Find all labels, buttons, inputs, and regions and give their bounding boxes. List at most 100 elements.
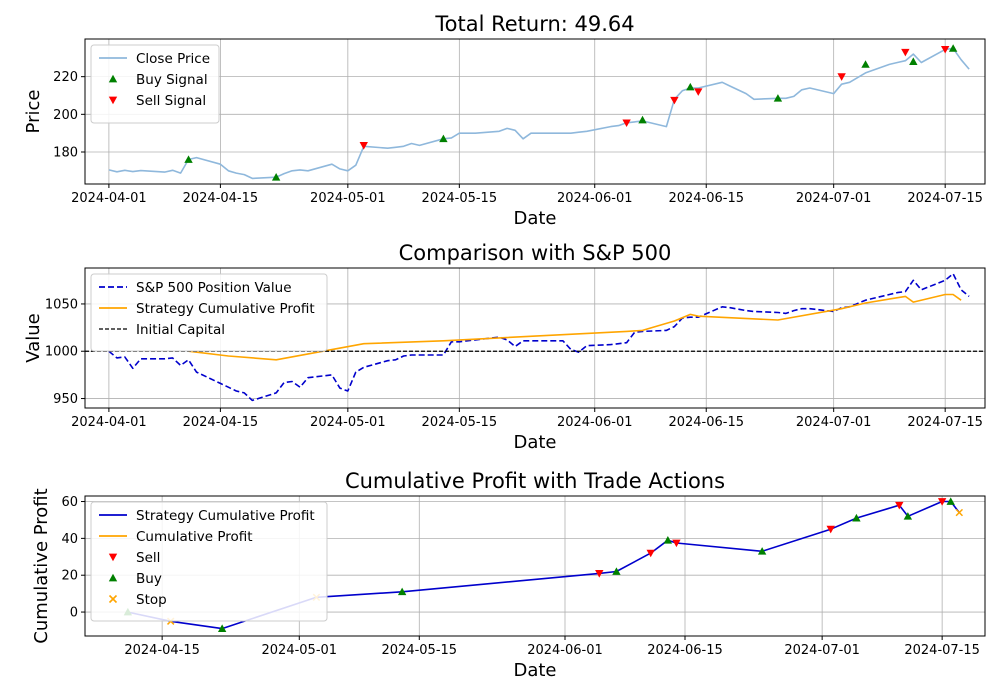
panel-3: 2024-04-15 2024-05-01 2024-05-15 2024-06-01… [31, 469, 986, 681]
x-tick-label: 2024-07-15 [904, 643, 980, 658]
y-tick-label: 1050 [45, 297, 78, 312]
buy-marker-3 [612, 567, 621, 575]
x-tick-label: 2024-06-01 [557, 415, 633, 430]
buy-signal-marker-1 [271, 173, 281, 181]
buy-marker-8 [946, 497, 955, 505]
buy-marker-7 [903, 512, 913, 520]
y-tick-label: 220 [53, 70, 78, 85]
sell-marker-1 [646, 549, 655, 558]
y-axis-label: Value [23, 313, 44, 362]
x-tick-label: 2024-04-15 [124, 643, 200, 658]
legend: S&P 500 Position Value Strategy Cumulativ… [90, 273, 328, 352]
buy-signal-marker-2 [439, 134, 448, 143]
legend-stop-label: Stop [136, 592, 167, 608]
buy-marker-6 [852, 513, 861, 522]
panel-1: 2024-04-01 2024-04-15 2024-05-01 2024-05-15… [23, 12, 986, 229]
chart-title: Comparison with S&P 500 [399, 241, 672, 265]
buy-signal-marker-5 [773, 94, 783, 102]
y-tick-label: 950 [53, 392, 78, 407]
legend-sell-swatch [108, 553, 118, 562]
legend-sell-signal-label: Sell Signal [136, 93, 206, 109]
legend-sell-label: Sell [136, 550, 160, 566]
close-price-line [108, 47, 970, 180]
legend: Close Price Buy Signal Sell Signal [90, 44, 220, 124]
legend-close-price-label: Close Price [136, 51, 210, 67]
sell-signal-marker-5 [901, 48, 910, 57]
legend-buy-signal-label: Buy Signal [136, 72, 208, 88]
sell-marker-0 [595, 570, 604, 578]
x-tick-label: 2024-07-01 [784, 643, 860, 658]
buy-marker-4 [663, 536, 673, 544]
x-tick-label: 2024-04-15 [183, 191, 259, 206]
x-tick-label: 2024-06-01 [557, 191, 633, 206]
y-tick-label: 40 [61, 532, 78, 547]
chart-title: Total Return: 49.64 [434, 12, 634, 36]
x-tick-label: 2024-05-15 [422, 191, 498, 206]
x-tick-label: 2024-05-01 [310, 191, 386, 206]
sell-signal-marker-0 [359, 142, 368, 150]
legend-buy-swatch [108, 573, 118, 582]
x-tick-label: 2024-04-01 [71, 191, 147, 206]
buy-signal-marker-8 [948, 44, 958, 52]
legend-initial-capital-label: Initial Capital [136, 322, 225, 338]
axes-frame [84, 495, 986, 637]
buy-marker-1 [217, 624, 227, 632]
y-tick-label: 1000 [45, 345, 78, 360]
legend-strategy-cumulative-profit-label: Strategy Cumulative Profit [136, 508, 315, 524]
axes-frame [84, 267, 986, 409]
legend: Strategy Cumulative Profit Cumulative Pro… [90, 501, 328, 622]
axes-frame [84, 38, 986, 185]
x-tick-label: 2024-04-01 [71, 415, 147, 430]
y-tick-label: 60 [61, 495, 78, 510]
buy-marker-2 [397, 587, 407, 596]
x-tick-label: 2024-06-15 [668, 191, 744, 206]
x-tick-label: 2024-04-15 [183, 415, 259, 430]
sell-marker-2 [672, 539, 681, 548]
y-tick-label: 0 [70, 606, 78, 621]
sell-signal-marker-4 [837, 73, 846, 81]
plot-area [108, 44, 970, 181]
sell-marker-5 [937, 498, 947, 506]
sell-marker-4 [895, 501, 904, 510]
sell-marker-3 [826, 525, 835, 534]
buy-signal-marker-7 [909, 57, 918, 65]
x-axis-label: Date [513, 660, 556, 681]
sell-signal-marker-1 [622, 119, 631, 127]
legend-strategy-cumulative-profit-label: Strategy Cumulative Profit [136, 301, 315, 317]
x-tick-label: 2024-05-15 [422, 415, 498, 430]
buy-signal-marker-0 [184, 155, 193, 163]
legend-buy-label: Buy [136, 571, 162, 587]
x-tick-label: 2024-06-15 [668, 415, 744, 430]
x-axis-label: Date [513, 432, 556, 453]
buy-signal-marker-3 [638, 115, 647, 124]
buy-signal-marker-4 [686, 82, 695, 91]
chart-title: Cumulative Profit with Trade Actions [345, 469, 725, 493]
s-p-500-position-value-line [108, 272, 970, 402]
legend-sell-signal-swatch [108, 96, 118, 105]
sell-signal-marker-2 [670, 96, 679, 105]
y-axis-label: Price [23, 90, 44, 134]
x-tick-label: 2024-05-01 [310, 415, 386, 430]
strategy-cumulative-profit-line [188, 293, 962, 361]
y-axis-label: Cumulative Profit [31, 488, 52, 643]
y-tick-label: 20 [61, 569, 78, 584]
y-tick-label: 200 [53, 108, 78, 123]
x-tick-label: 2024-07-15 [907, 191, 983, 206]
sell-signal-marker-3 [694, 88, 703, 96]
x-tick-label: 2024-06-01 [527, 643, 603, 658]
buy-signal-marker-6 [861, 60, 870, 68]
legend-s-p-500-position-value-label: S&P 500 Position Value [136, 280, 292, 296]
panel-2: 2024-04-01 2024-04-15 2024-05-01 2024-05-15… [23, 241, 986, 453]
x-tick-label: 2024-05-15 [382, 643, 458, 658]
stop-marker-2 [955, 508, 964, 517]
x-tick-label: 2024-07-01 [796, 415, 872, 430]
legend-buy-signal-swatch [108, 74, 118, 83]
sell-signal-marker-6 [940, 45, 950, 54]
x-tick-label: 2024-07-01 [796, 191, 872, 206]
x-tick-label: 2024-06-15 [647, 643, 723, 658]
x-axis-label: Date [513, 208, 556, 229]
x-tick-label: 2024-05-01 [262, 643, 338, 658]
legend-cumulative-profit-label: Cumulative Profit [136, 529, 253, 545]
y-tick-label: 180 [53, 145, 78, 160]
